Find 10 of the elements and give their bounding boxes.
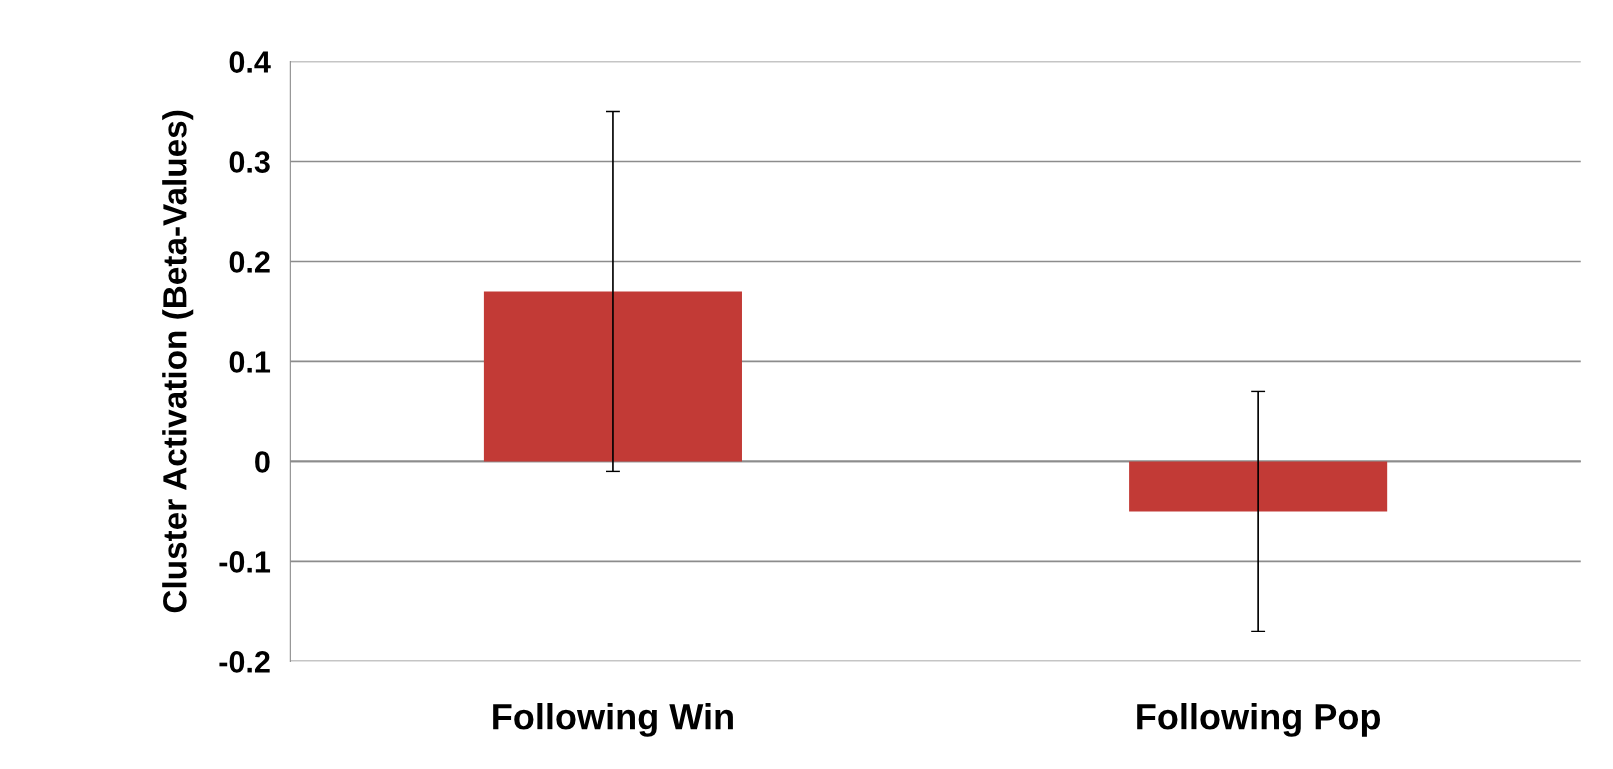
y-tick-label: 0.4 (229, 51, 271, 73)
y-tick-label: -0.2 (219, 651, 270, 673)
y-tick-label: -0.1 (219, 551, 271, 573)
y-axis-title: Cluster Activation (Beta-Values) (162, 110, 194, 613)
x-tick-label: Following Win (493, 703, 733, 737)
y-tick-label: 0 (255, 451, 270, 473)
y-tick-label: 0.2 (229, 251, 270, 273)
y-tick-label: 0.3 (229, 151, 270, 173)
x-tick-label: Following Pop (1137, 703, 1381, 737)
y-tick-label: 0.1 (229, 351, 271, 373)
